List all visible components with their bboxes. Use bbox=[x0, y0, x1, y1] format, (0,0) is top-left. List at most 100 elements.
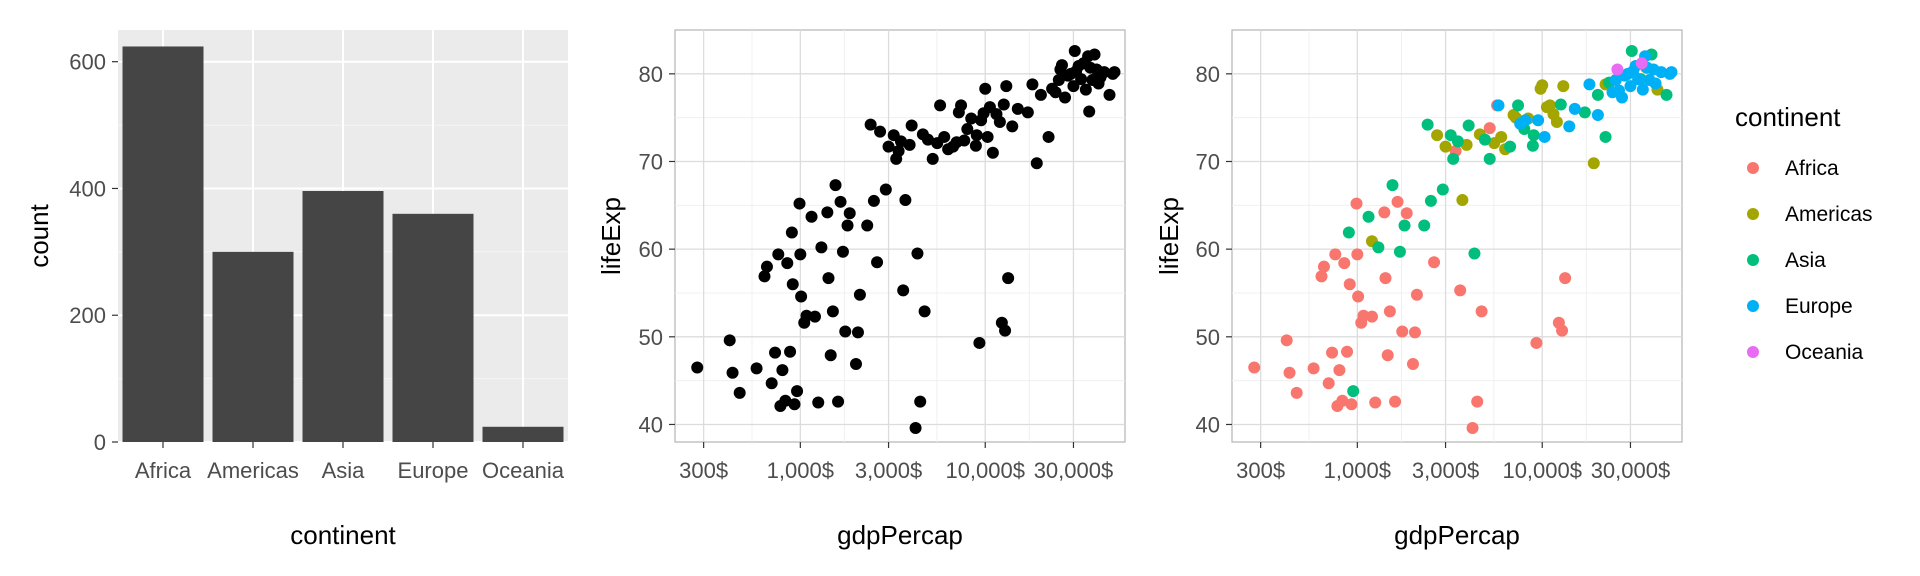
point-africa bbox=[1351, 248, 1364, 261]
legend-label-americas: Americas bbox=[1785, 203, 1873, 226]
point-africa bbox=[1408, 326, 1421, 339]
point-europe bbox=[1624, 80, 1637, 93]
point-africa bbox=[1283, 366, 1296, 379]
scatter-point bbox=[911, 247, 924, 260]
scatter-point bbox=[1058, 91, 1071, 104]
point-asia bbox=[1527, 129, 1540, 142]
point-africa bbox=[1322, 377, 1335, 390]
point-africa bbox=[1352, 290, 1365, 303]
scatter-point bbox=[829, 179, 842, 192]
scatter-point bbox=[821, 206, 834, 219]
point-asia bbox=[1483, 152, 1496, 165]
scatter-point bbox=[958, 134, 971, 147]
scatter-point bbox=[955, 99, 968, 112]
point-africa bbox=[1454, 284, 1467, 297]
colored-scatter-x-tick-label: 300$ bbox=[1236, 458, 1285, 483]
point-asia bbox=[1660, 88, 1673, 101]
point-africa bbox=[1341, 345, 1354, 358]
scatter-point bbox=[864, 118, 877, 131]
scatter-point bbox=[1079, 83, 1092, 96]
scatter-point bbox=[1055, 59, 1068, 72]
scatter-y-tick-label: 80 bbox=[639, 62, 663, 87]
point-asia bbox=[1436, 183, 1449, 196]
point-africa bbox=[1381, 349, 1394, 362]
scatter-panel-border bbox=[674, 29, 1126, 443]
scatter-point bbox=[794, 248, 807, 261]
scatter-point bbox=[726, 366, 739, 379]
legend-key-americas bbox=[1747, 208, 1759, 220]
point-americas bbox=[1536, 79, 1549, 92]
point-europe bbox=[1583, 78, 1596, 91]
point-asia bbox=[1468, 247, 1481, 260]
point-europe bbox=[1519, 114, 1532, 127]
scatter-point bbox=[1026, 78, 1039, 91]
point-africa bbox=[1391, 195, 1404, 208]
point-asia bbox=[1393, 245, 1406, 258]
bar-chart-x-title: continent bbox=[290, 520, 396, 550]
point-americas bbox=[1587, 157, 1600, 170]
point-europe bbox=[1632, 73, 1645, 86]
point-asia bbox=[1347, 385, 1360, 398]
scatter-point bbox=[776, 364, 789, 377]
scatter-point bbox=[1108, 66, 1121, 79]
scatter-point bbox=[979, 82, 992, 95]
bar-chart-y-tick-label: 400 bbox=[69, 176, 106, 201]
bar-asia bbox=[302, 190, 384, 442]
legend-key-asia bbox=[1747, 254, 1759, 266]
point-africa bbox=[1378, 206, 1391, 219]
scatter-point bbox=[997, 98, 1010, 111]
bar-europe bbox=[392, 213, 474, 442]
point-africa bbox=[1248, 361, 1261, 374]
scatter-point bbox=[918, 305, 931, 318]
legend-key-europe bbox=[1747, 300, 1759, 312]
scatter-point bbox=[733, 386, 746, 399]
point-asia bbox=[1342, 226, 1355, 239]
point-asia bbox=[1447, 152, 1460, 165]
scatter-point bbox=[926, 152, 939, 165]
point-africa bbox=[1530, 336, 1543, 349]
scatter-point bbox=[981, 130, 994, 143]
scatter-point bbox=[836, 245, 849, 258]
scatter-point bbox=[832, 395, 845, 408]
scatter-point bbox=[897, 284, 910, 297]
scatter-point bbox=[861, 219, 874, 232]
scatter-point bbox=[853, 288, 866, 301]
scatter-point bbox=[785, 226, 798, 239]
scatter-point bbox=[781, 257, 794, 270]
scatter-point bbox=[793, 197, 806, 210]
bar-americas bbox=[212, 251, 294, 442]
scatter-point bbox=[871, 256, 884, 269]
scatter-point bbox=[1103, 88, 1116, 101]
bar-chart-y-tick-label: 200 bbox=[69, 303, 106, 328]
scatter-point bbox=[879, 183, 892, 196]
colored-scatter-y-tick-label: 70 bbox=[1196, 149, 1220, 174]
scatter-point bbox=[903, 138, 916, 151]
scatter-point bbox=[822, 272, 835, 285]
scatter-point bbox=[839, 325, 852, 338]
scatter-point bbox=[765, 377, 778, 390]
colored-scatter-y-tick-label: 80 bbox=[1196, 62, 1220, 87]
bar-africa bbox=[122, 46, 204, 442]
point-africa bbox=[1315, 270, 1328, 283]
bar-chart-x-tick-label: Asia bbox=[322, 458, 366, 483]
scatter-point bbox=[867, 194, 880, 207]
scatter-point bbox=[1067, 80, 1080, 93]
point-africa bbox=[1345, 398, 1358, 411]
point-americas bbox=[1550, 116, 1563, 129]
scatter-point bbox=[841, 219, 854, 232]
colored-scatter-y-title: lifeExp bbox=[1154, 197, 1184, 275]
bar-chart-x-tick-label: Oceania bbox=[482, 458, 565, 483]
scatter-axes: 300$ 1,000$ 3,000$ 10,000$ 30,000$ 40 50 60 70 80 bbox=[639, 62, 1114, 483]
bar-chart-bars bbox=[122, 46, 564, 442]
point-europe bbox=[1649, 77, 1662, 90]
scatter-y-title: lifeExp bbox=[596, 197, 626, 275]
point-asia bbox=[1462, 119, 1475, 132]
colored-scatter-y-tick-label: 60 bbox=[1196, 237, 1220, 262]
point-asia bbox=[1512, 99, 1525, 112]
point-africa bbox=[1317, 260, 1330, 273]
scatter-points bbox=[691, 45, 1121, 434]
point-asia bbox=[1386, 179, 1399, 192]
point-africa bbox=[1383, 305, 1396, 318]
colored-scatter-points bbox=[1248, 45, 1678, 434]
scatter-point bbox=[1052, 73, 1065, 86]
